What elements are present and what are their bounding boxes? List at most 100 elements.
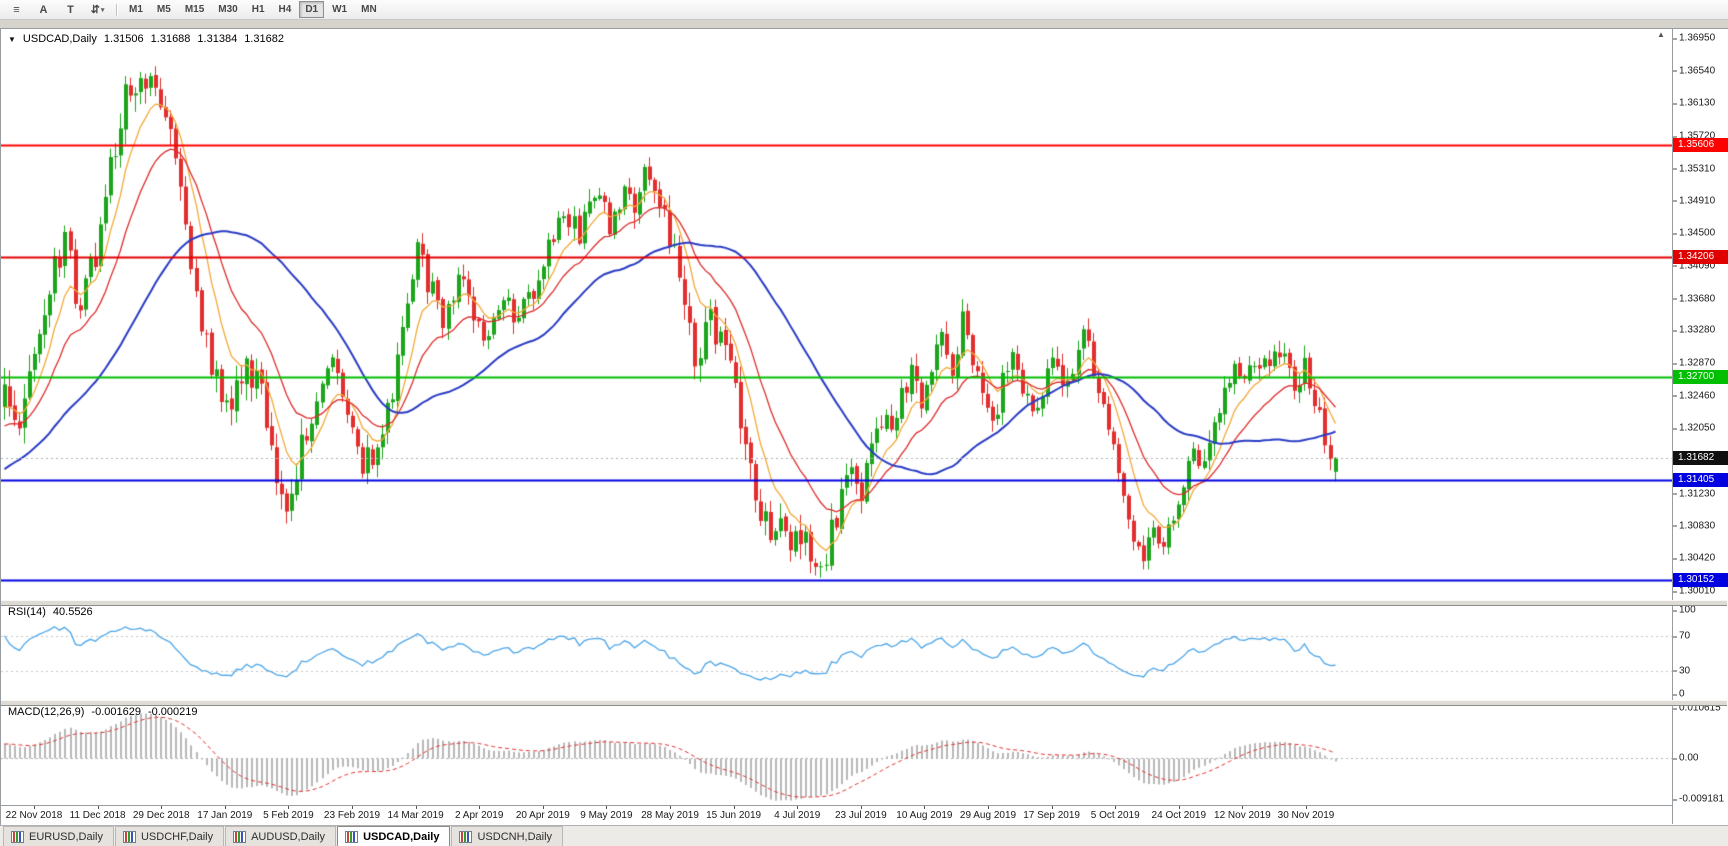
chart-list-button[interactable]: ≡ [13, 3, 20, 16]
time-axis-label: 20 Apr 2019 [515, 810, 570, 821]
tab-usdchf-daily[interactable]: USDCHF,Daily [114, 826, 225, 846]
macd-name: MACD(12,26,9) [8, 706, 85, 718]
time-axis-label: 23 Feb 2019 [323, 810, 381, 821]
price-line-tag: 1.31405 [1673, 472, 1728, 487]
axis-tick-label: 1.36950 [1672, 32, 1716, 44]
tab-usdcnh-daily[interactable]: USDCNH,Daily [451, 826, 564, 846]
rsi-value: 40.5526 [52, 606, 93, 618]
axis-tick-label: 1.35310 [1672, 163, 1716, 175]
chart-symbol-period: USDCAD,Daily [22, 33, 97, 45]
axis-tick-label: 1.30420 [1672, 552, 1716, 564]
toolbar: ≡ A T ⇵ ▾ M1 M5 M15 M30 H1 H4 D1 W1 MN [0, 0, 1728, 20]
time-axis-tick [543, 806, 544, 809]
time-axis-label: 14 Mar 2019 [387, 810, 444, 821]
time-axis-label: 22 Nov 2018 [5, 810, 63, 821]
axis-tick-label: 1.33280 [1672, 324, 1716, 336]
time-axis-label: 15 Jun 2019 [706, 810, 762, 821]
mini-chart-icon [459, 830, 473, 843]
axis-tick-label: 30 [1672, 665, 1691, 677]
timeframe-h1-button[interactable]: H1 [251, 4, 265, 15]
tab-label: USDCAD,Daily [363, 830, 440, 843]
time-axis-label: 29 Aug 2019 [959, 810, 1017, 821]
time-axis-tick [1179, 806, 1180, 809]
price-axis[interactable]: 1.36950 1.36540 1.36130 1.35720 1.35310 1.349… [1672, 29, 1728, 824]
ohlc-high: 1.31688 [150, 33, 191, 45]
mini-chart-icon [122, 830, 136, 843]
text-label-t-button[interactable]: T [67, 3, 74, 16]
chart-shift-marker[interactable]: ▲ [1657, 30, 1665, 39]
mini-chart-icon [345, 830, 359, 843]
time-axis-label: 12 Nov 2019 [1214, 810, 1271, 821]
mini-chart-icon [11, 830, 24, 843]
timeframe-m1-button[interactable]: M1 [129, 4, 143, 15]
axis-tick-label: 1.34090 [1672, 260, 1716, 272]
current-price-tag: 1.31682 [1673, 450, 1728, 465]
time-axis-tick [225, 806, 226, 809]
time-axis-label: 24 Oct 2019 [1151, 810, 1207, 821]
tab-eurusd-daily[interactable]: EURUSD,Daily [3, 826, 114, 846]
time-axis-label: 5 Oct 2019 [1090, 810, 1140, 821]
axis-tick-label: 0.010615 [1673, 702, 1721, 714]
time-axis-label: 23 Jul 2019 [834, 810, 887, 821]
rsi-canvas[interactable] [1, 604, 1672, 700]
ohlc-low: 1.31384 [197, 33, 238, 45]
axis-tick-label: 1.32460 [1672, 390, 1716, 402]
timeframe-d1-button[interactable]: D1 [299, 1, 325, 18]
timeframe-m5-button[interactable]: M5 [156, 4, 171, 15]
time-axis-label: 4 Jul 2019 [774, 810, 821, 821]
axis-tick-label: 1.32870 [1672, 357, 1716, 369]
time-axis-tick [797, 806, 798, 809]
macd-canvas[interactable] [1, 704, 1672, 805]
pane-separator-rsi[interactable] [1, 600, 1727, 606]
time-axis[interactable]: 22 Nov 2018 11 Dec 2018 29 Dec 2018 17 Jan … [1, 805, 1727, 825]
chart-tab-bar: EURUSD,Daily USDCHF,Daily AUDUSD,Daily USDC… [0, 825, 1728, 846]
timeframe-h4-button[interactable]: H4 [278, 4, 292, 15]
time-axis-tick [288, 806, 289, 809]
axis-tick-label: 1.36130 [1672, 97, 1716, 109]
price-line-tag: 1.35606 [1673, 138, 1728, 153]
time-axis-tick [479, 806, 480, 809]
time-axis-tick [734, 806, 735, 809]
macd-value-main: -0.001629 [91, 706, 141, 718]
price-chart-canvas[interactable] [1, 29, 1672, 600]
timeframe-m15-button[interactable]: M15 [184, 4, 205, 15]
rsi-indicator-label: RSI(14) 40.5526 [8, 606, 93, 618]
cursor-mode-button[interactable]: ⇵ ▾ [90, 4, 105, 16]
tab-usdcad-daily[interactable]: USDCAD,Daily [337, 826, 451, 846]
timeframe-group: M1 M5 M15 M30 H1 H4 D1 W1 MN [123, 1, 383, 18]
time-axis-tick [98, 806, 99, 809]
time-axis-tick [161, 806, 162, 809]
chart-menu-icon[interactable]: ▼ [8, 34, 16, 44]
time-axis-tick [924, 806, 925, 809]
timeframe-mn-button[interactable]: MN [361, 4, 377, 15]
time-axis-tick [988, 806, 989, 809]
price-line-tag: 1.30152 [1673, 572, 1728, 587]
axis-tick-label: 1.34910 [1672, 195, 1716, 207]
price-line-tag: 1.34206 [1673, 249, 1728, 264]
rsi-name: RSI(14) [8, 606, 46, 618]
chart-window: 1.36950 1.36540 1.36130 1.35720 1.35310 1.349… [0, 28, 1728, 827]
tab-label: USDCHF,Daily [140, 830, 214, 843]
time-axis-label: 17 Jan 2019 [197, 810, 253, 821]
time-axis-label: 28 May 2019 [641, 810, 699, 821]
tab-label: AUDUSD,Daily [251, 830, 326, 843]
mini-chart-icon [233, 830, 247, 843]
time-axis-label: 17 Sep 2019 [1023, 810, 1080, 821]
timeframe-m30-button[interactable]: M30 [218, 4, 238, 15]
pane-separator-macd[interactable] [1, 700, 1727, 706]
tab-audusd-daily[interactable]: AUDUSD,Daily [225, 826, 337, 846]
tab-label: USDCNH,Daily [477, 830, 553, 843]
axis-tick-label: 0.00 [1672, 752, 1699, 764]
time-axis-label: 29 Dec 2018 [132, 810, 190, 821]
chevron-down-icon: ▾ [100, 6, 105, 14]
axis-tick-label: 1.34500 [1672, 227, 1716, 239]
font-label-a-button[interactable]: A [39, 3, 48, 16]
axis-tick-label: -0.009181 [1672, 793, 1725, 805]
chart-ohlc-header: ▼ USDCAD,Daily 1.31506 1.31688 1.31384 1… [8, 33, 284, 45]
ohlc-close: 1.31682 [244, 33, 284, 45]
time-axis-tick [1115, 806, 1116, 809]
time-axis-tick [352, 806, 353, 809]
time-axis-label: 5 Feb 2019 [263, 810, 314, 821]
timeframe-w1-button[interactable]: W1 [332, 4, 348, 15]
axis-tick-label: 1.31230 [1672, 488, 1716, 500]
